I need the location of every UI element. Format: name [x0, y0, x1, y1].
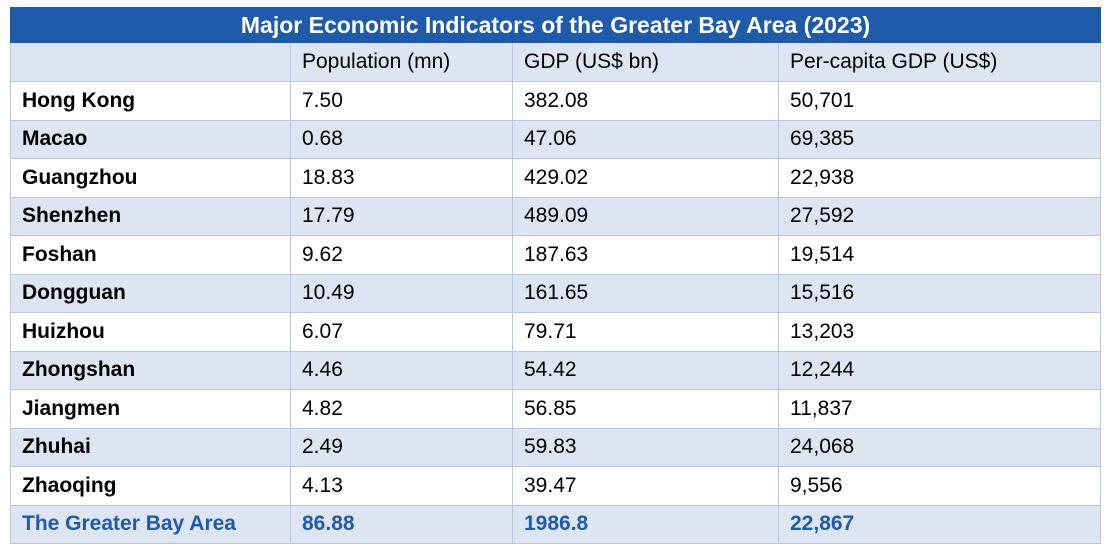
header-city: [10, 42, 291, 82]
city-cell: Guangzhou: [10, 158, 291, 198]
per-capita-gdp-cell: 19,514: [777, 235, 1102, 275]
per-capita-gdp-cell: 22,938: [777, 158, 1102, 198]
header-per-capita-gdp: Per-capita GDP (US$): [777, 42, 1102, 82]
total-gdp-cell: 1986.8: [512, 504, 779, 544]
gdp-cell: 187.63: [512, 235, 779, 275]
city-cell: Shenzhen: [10, 196, 291, 236]
gdp-cell: 429.02: [512, 158, 779, 198]
economic-indicators-table: Major Economic Indicators of the Greater…: [9, 7, 1102, 544]
table-body: Hong Kong 7.50 382.08 50,701 Macao 0.68 47.06 6…: [10, 81, 1102, 544]
population-cell: 18.83: [290, 158, 513, 198]
city-cell: Dongguan: [10, 273, 291, 313]
gdp-cell: 39.47: [512, 466, 779, 506]
city-cell: Huizhou: [10, 312, 291, 352]
per-capita-gdp-cell: 15,516: [777, 273, 1102, 313]
table-row: Guangzhou 18.83 429.02 22,938: [10, 158, 1102, 198]
total-population-cell: 86.88: [290, 504, 513, 544]
population-cell: 10.49: [290, 273, 513, 313]
table-row: Zhaoqing 4.13 39.47 9,556: [10, 466, 1102, 506]
city-cell: Jiangmen: [10, 389, 291, 429]
table-row: Jiangmen 4.82 56.85 11,837: [10, 389, 1102, 429]
gdp-cell: 489.09: [512, 196, 779, 236]
per-capita-gdp-cell: 24,068: [777, 427, 1102, 467]
table-row: Macao 0.68 47.06 69,385: [10, 119, 1102, 159]
header-row: Population (mn) GDP (US$ bn) Per-capita …: [10, 42, 1102, 82]
gdp-cell: 382.08: [512, 81, 779, 121]
table-row: Zhongshan 4.46 54.42 12,244: [10, 350, 1102, 390]
city-cell: Foshan: [10, 235, 291, 275]
gdp-cell: 161.65: [512, 273, 779, 313]
city-cell: Zhongshan: [10, 350, 291, 390]
table-row: Shenzhen 17.79 489.09 27,592: [10, 196, 1102, 236]
city-cell: Macao: [10, 119, 291, 159]
per-capita-gdp-cell: 12,244: [777, 350, 1102, 390]
table-row: Dongguan 10.49 161.65 15,516: [10, 273, 1102, 313]
total-per-capita-gdp-cell: 22,867: [777, 504, 1102, 544]
total-label-cell: The Greater Bay Area: [10, 504, 291, 544]
header-gdp: GDP (US$ bn): [512, 42, 779, 82]
per-capita-gdp-cell: 13,203: [777, 312, 1102, 352]
per-capita-gdp-cell: 9,556: [777, 466, 1102, 506]
population-cell: 4.46: [290, 350, 513, 390]
table-title: Major Economic Indicators of the Greater…: [9, 7, 1102, 43]
population-cell: 4.82: [290, 389, 513, 429]
per-capita-gdp-cell: 50,701: [777, 81, 1102, 121]
population-cell: 4.13: [290, 466, 513, 506]
table-row: Hong Kong 7.50 382.08 50,701: [10, 81, 1102, 121]
per-capita-gdp-cell: 27,592: [777, 196, 1102, 236]
population-cell: 17.79: [290, 196, 513, 236]
gdp-cell: 59.83: [512, 427, 779, 467]
per-capita-gdp-cell: 11,837: [777, 389, 1102, 429]
per-capita-gdp-cell: 69,385: [777, 119, 1102, 159]
table-row: Zhuhai 2.49 59.83 24,068: [10, 427, 1102, 467]
gdp-cell: 79.71: [512, 312, 779, 352]
total-row: The Greater Bay Area 86.88 1986.8 22,867: [10, 504, 1102, 544]
city-cell: Zhaoqing: [10, 466, 291, 506]
population-cell: 6.07: [290, 312, 513, 352]
city-cell: Zhuhai: [10, 427, 291, 467]
city-cell: Hong Kong: [10, 81, 291, 121]
population-cell: 9.62: [290, 235, 513, 275]
population-cell: 2.49: [290, 427, 513, 467]
gdp-cell: 54.42: [512, 350, 779, 390]
header-population: Population (mn): [290, 42, 513, 82]
title-row: Major Economic Indicators of the Greater…: [9, 7, 1102, 43]
gdp-cell: 47.06: [512, 119, 779, 159]
population-cell: 7.50: [290, 81, 513, 121]
population-cell: 0.68: [290, 119, 513, 159]
gdp-cell: 56.85: [512, 389, 779, 429]
table-row: Huizhou 6.07 79.71 13,203: [10, 312, 1102, 352]
indicators-table-wrapper: Major Economic Indicators of the Greater…: [9, 7, 1102, 544]
table-row: Foshan 9.62 187.63 19,514: [10, 235, 1102, 275]
